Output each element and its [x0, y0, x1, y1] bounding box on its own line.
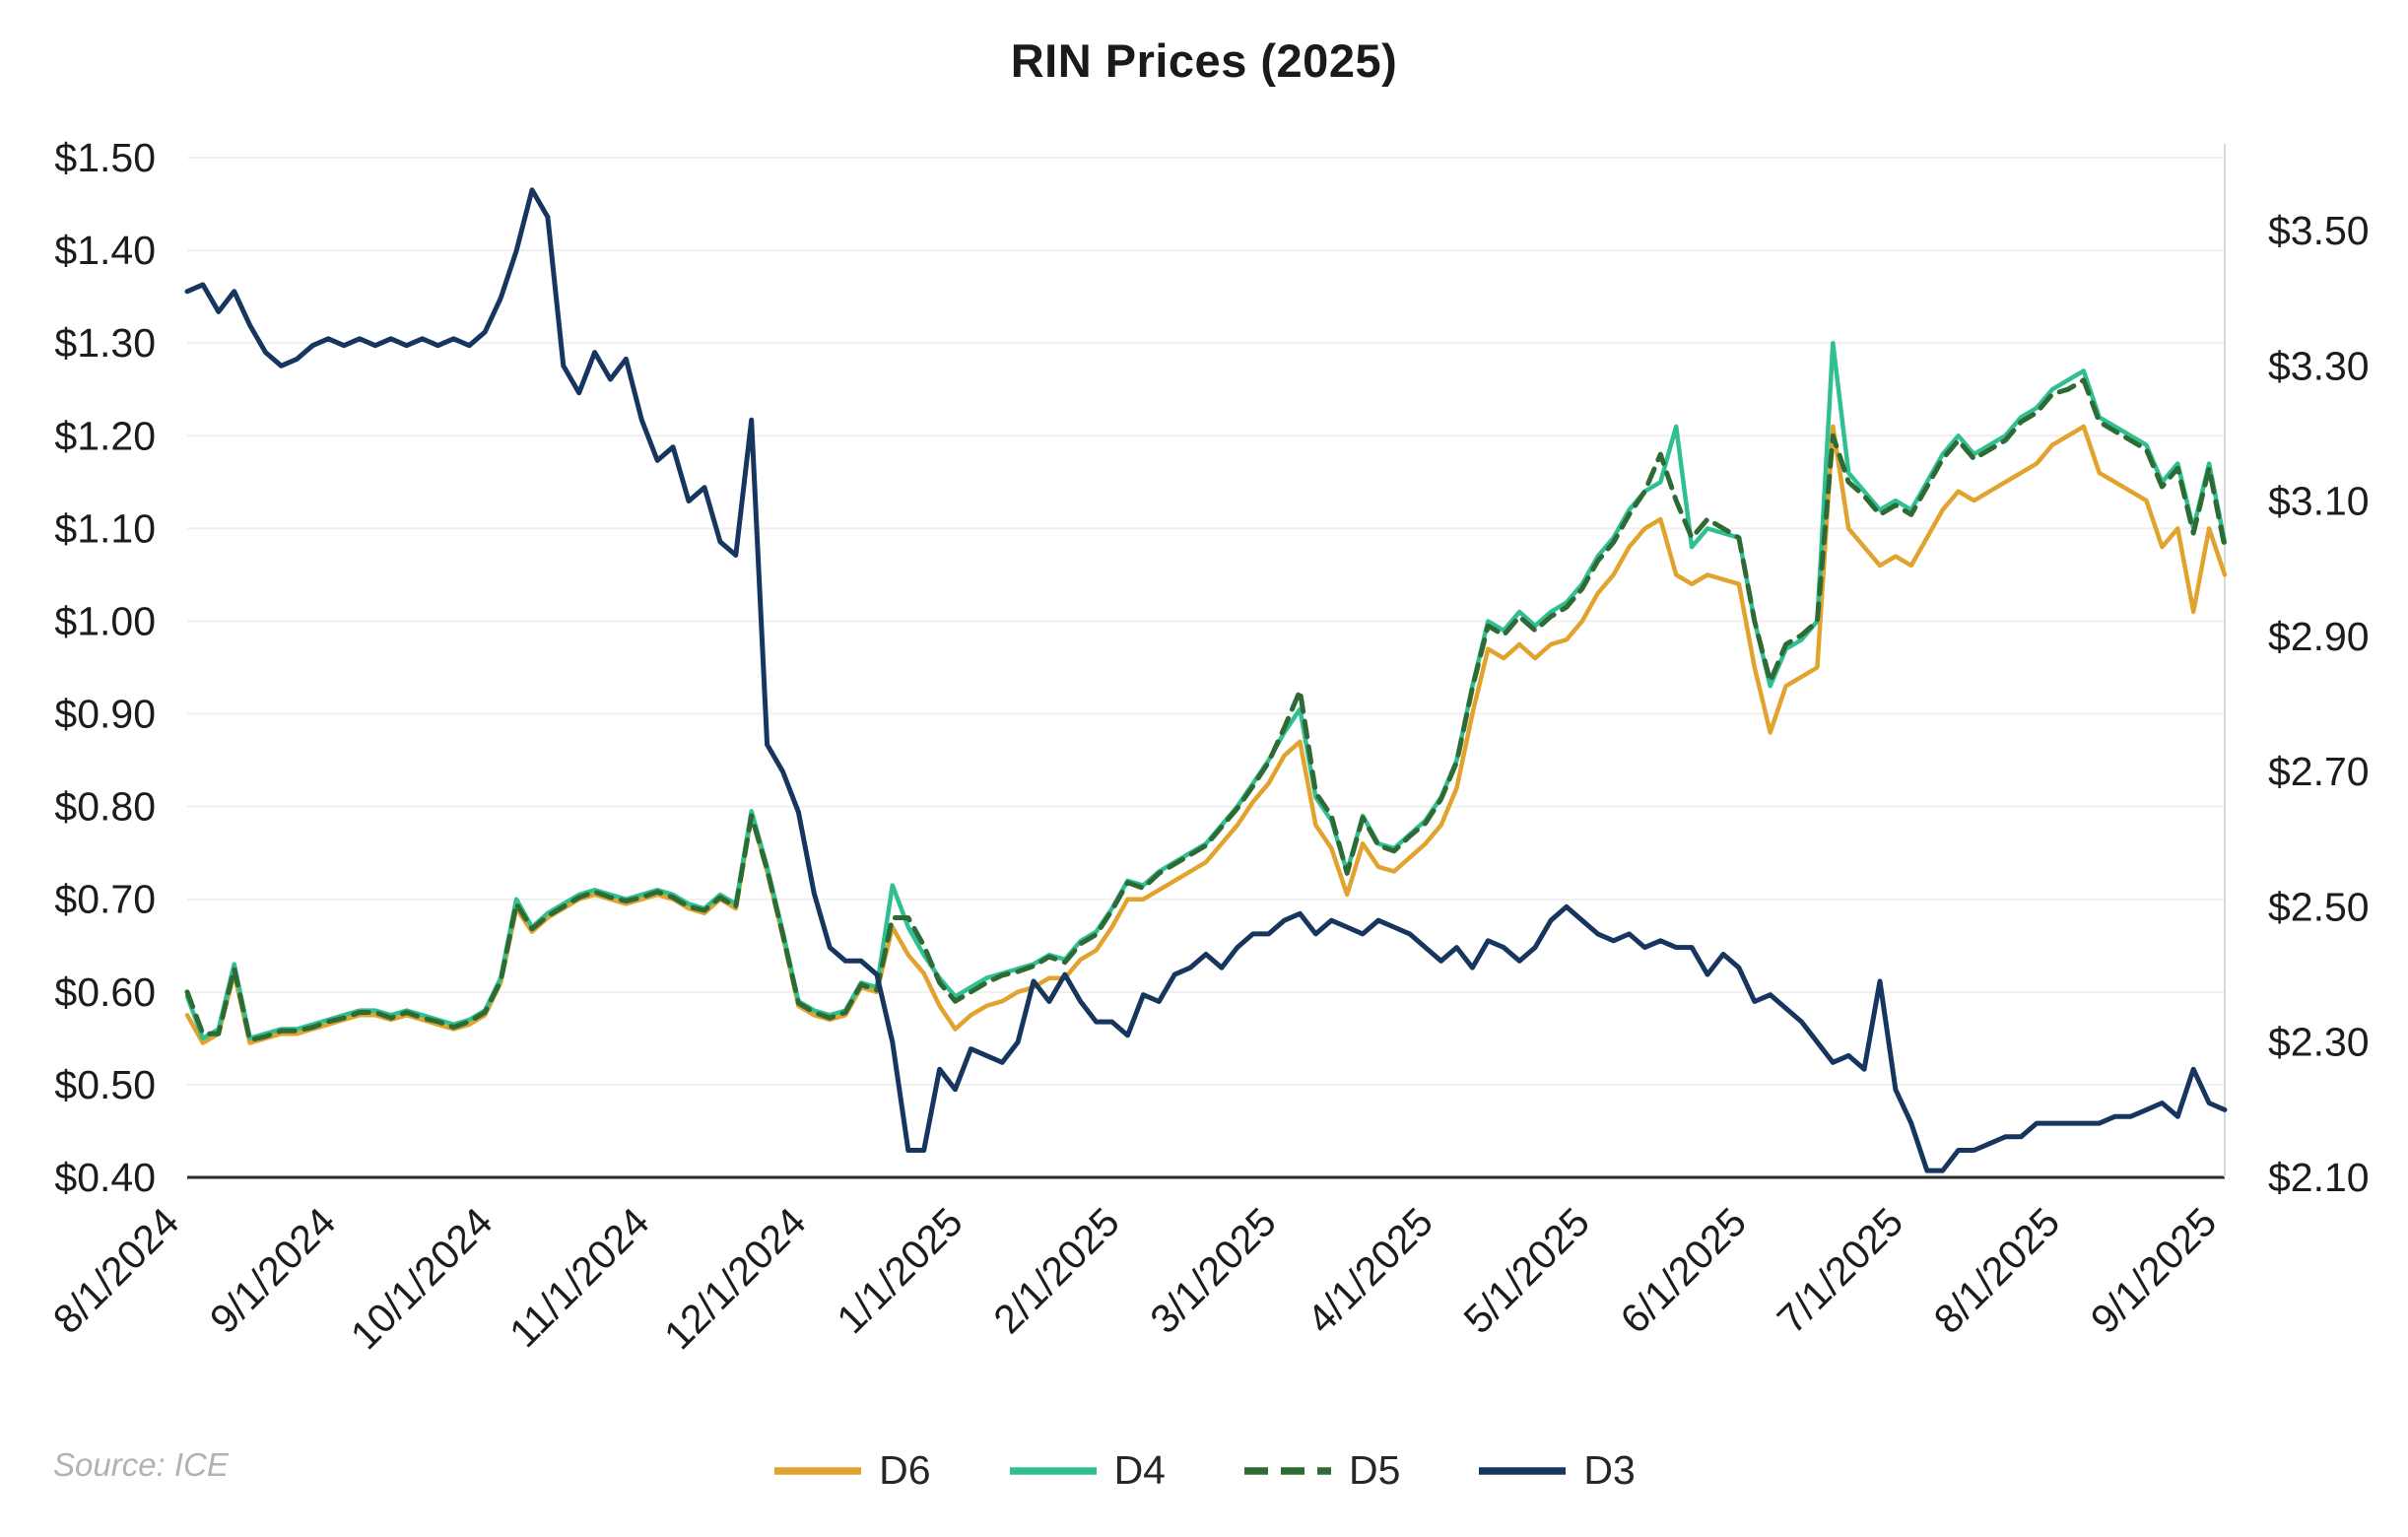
x-axis-tick-label: 4/1/2025	[1299, 1199, 1441, 1342]
x-axis-tick-label: 9/1/2024	[201, 1199, 344, 1342]
left-axis-tick-label: $0.70	[54, 877, 156, 922]
x-axis-tick-label: 6/1/2025	[1612, 1199, 1755, 1342]
left-axis-tick-label: $1.50	[54, 135, 156, 180]
series-d6-line	[184, 424, 2228, 1045]
legend-item-d5: D5	[1242, 1447, 1400, 1494]
right-axis-tick-label: $3.10	[2268, 479, 2370, 524]
x-axis-tick-label: 2/1/2025	[984, 1199, 1127, 1342]
left-axis-tick-label: $0.90	[54, 692, 156, 737]
right-axis-tick-label: $3.30	[2268, 343, 2370, 388]
right-axis-tick-label: $3.50	[2268, 208, 2370, 253]
left-axis-tick-label: $0.60	[54, 969, 156, 1015]
left-axis-tick-label: $1.00	[54, 598, 156, 643]
legend-label-d3: D3	[1583, 1447, 1636, 1493]
x-axis-tick-label: 7/1/2025	[1769, 1199, 1911, 1342]
legend-swatch-d4-line	[1009, 1466, 1097, 1475]
x-axis-tick-label: 10/1/2024	[342, 1199, 502, 1359]
right-axis-tick-label: $2.10	[2268, 1155, 2370, 1200]
chart-title: RIN Prices (2025)	[1010, 34, 1398, 87]
x-axis-tick-label: 9/1/2025	[2082, 1199, 2225, 1342]
right-axis-tick-label: $2.30	[2268, 1020, 2370, 1065]
legend-label-d4: D4	[1113, 1447, 1166, 1493]
legend-swatch-d5-line	[1244, 1466, 1331, 1475]
left-axis-tick-label: $1.40	[54, 228, 156, 273]
left-axis-tick-label: $0.40	[54, 1155, 156, 1200]
x-axis-tick-label: 11/1/2024	[501, 1199, 657, 1356]
legend: D6 D4 D5 D3	[0, 1447, 2408, 1494]
series-d3-line	[184, 187, 2228, 1173]
x-axis-tick-label: 5/1/2025	[1455, 1199, 1598, 1342]
left-axis-tick-label: $0.80	[54, 784, 156, 830]
legend-label-d5: D5	[1349, 1447, 1401, 1493]
right-axis-tick-label: $2.90	[2268, 614, 2370, 659]
legend-item-d6: D6	[772, 1447, 931, 1494]
legend-item-d4: D4	[1008, 1447, 1166, 1494]
legend-swatch-d6-line	[774, 1466, 862, 1475]
legend-swatch-d3-line	[1479, 1466, 1567, 1475]
x-axis-tick-label: 1/1/2025	[828, 1199, 970, 1342]
x-axis-tick-label: 3/1/2025	[1142, 1199, 1285, 1342]
series-d4-line	[184, 340, 2228, 1041]
x-axis-tick-label: 8/1/2025	[1925, 1199, 2068, 1342]
x-axis-tick-label: 8/1/2024	[44, 1199, 187, 1342]
source-note: Source: ICE	[53, 1446, 229, 1483]
left-axis-tick-label: $1.30	[54, 320, 156, 366]
left-axis-tick-label: $1.20	[54, 413, 156, 458]
left-axis-tick-label: $0.50	[54, 1062, 156, 1107]
series-d5-line	[184, 377, 2228, 1043]
x-axis-tick-label: 12/1/2024	[655, 1199, 815, 1359]
legend-label-d6: D6	[879, 1447, 931, 1493]
right-axis-tick-label: $2.50	[2268, 884, 2370, 929]
left-axis-tick-label: $1.10	[54, 505, 156, 551]
right-axis-tick-label: $2.70	[2268, 749, 2370, 794]
legend-item-d3: D3	[1477, 1447, 1636, 1494]
